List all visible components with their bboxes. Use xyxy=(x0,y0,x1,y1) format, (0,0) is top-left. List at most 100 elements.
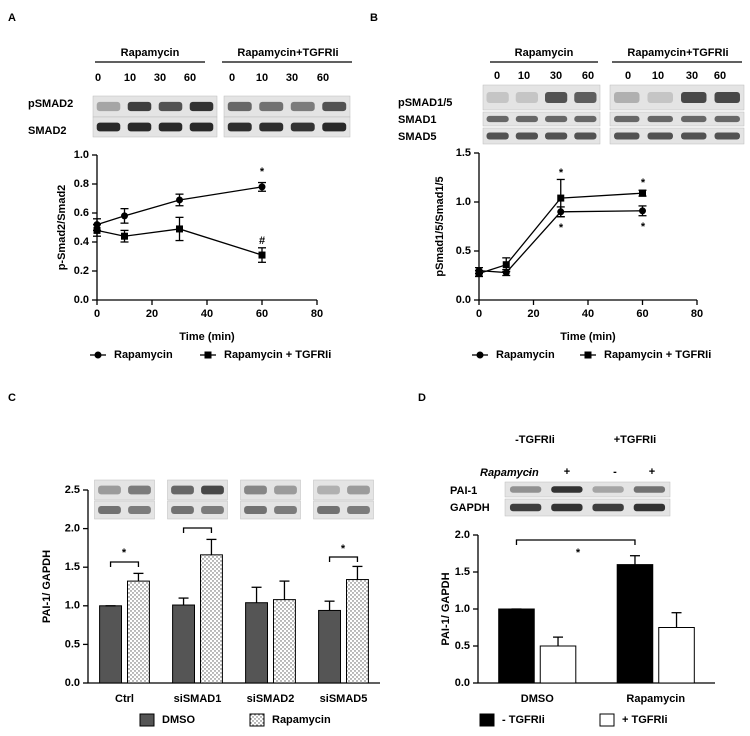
annotation: # xyxy=(259,235,265,247)
y-tick-label: 0.5 xyxy=(455,640,470,652)
blot-band xyxy=(201,506,224,514)
lane-label: 60 xyxy=(582,70,594,82)
blot-band xyxy=(551,486,583,493)
blot-row-label: SMAD5 xyxy=(398,131,437,143)
marker xyxy=(258,251,266,259)
blot-band xyxy=(681,92,707,103)
annotation: * xyxy=(260,166,265,178)
lane-label: 10 xyxy=(652,70,664,82)
blot-strip xyxy=(223,116,351,138)
blot-band xyxy=(317,485,340,495)
blot-band xyxy=(515,115,538,123)
bar xyxy=(99,605,122,684)
lane-label: 30 xyxy=(154,72,166,84)
series-line xyxy=(478,192,643,275)
lane-label: 0 xyxy=(229,72,235,84)
panel-letter: C xyxy=(8,392,16,404)
lane-label: 10 xyxy=(518,70,530,82)
blot-band xyxy=(551,503,583,512)
blot-band xyxy=(171,506,194,514)
lane-label: 60 xyxy=(317,72,329,84)
x-tick-label: 80 xyxy=(311,308,323,320)
blot-strip xyxy=(504,498,671,517)
blot-band xyxy=(290,122,315,132)
marker xyxy=(475,270,483,278)
annotation: * xyxy=(641,221,646,233)
y-tick-label: 2.5 xyxy=(65,484,80,496)
marker xyxy=(258,183,266,191)
blot-band xyxy=(614,115,640,123)
y-tick-label: 0.0 xyxy=(74,294,89,306)
blot-group-label: Rapamycin xyxy=(515,47,574,59)
blot-group-label: Rapamycin xyxy=(121,47,180,59)
legend-marker xyxy=(476,351,484,359)
blot-band xyxy=(227,101,252,112)
blot-band xyxy=(574,132,597,140)
marker xyxy=(121,232,128,240)
x-tick-label: 60 xyxy=(256,308,268,320)
panel-letter: B xyxy=(370,12,378,24)
legend-marker xyxy=(204,351,212,359)
annotation: * xyxy=(559,167,564,179)
x-tick-label: Rapamycin xyxy=(626,693,685,705)
legend-label: Rapamycin + TGFRIi xyxy=(224,349,331,361)
legend-label: Rapamycin xyxy=(114,349,173,361)
lane-label: 30 xyxy=(286,72,298,84)
bar xyxy=(616,564,654,684)
y-tick-label: 1.0 xyxy=(65,600,80,612)
blot-strip xyxy=(240,479,301,501)
legend-swatch xyxy=(249,713,265,727)
y-axis-title: pSmad1/5/Smad1/5 xyxy=(434,176,446,276)
marker xyxy=(176,196,183,204)
legend-label: Rapamycin xyxy=(272,714,331,726)
blot-band xyxy=(347,485,370,495)
x-tick-label: 40 xyxy=(582,308,594,320)
blot-group-label: Rapamycin+TGFRIi xyxy=(627,47,728,59)
x-tick-label: 0 xyxy=(94,308,100,320)
y-tick-label: 2.0 xyxy=(455,529,470,541)
y-tick-label: 1.5 xyxy=(455,566,470,578)
blot-strip xyxy=(482,127,601,145)
blot-strip xyxy=(482,111,601,127)
blot-band xyxy=(574,92,597,103)
lane-label: 0 xyxy=(625,70,631,82)
blot-strip xyxy=(92,116,218,138)
blot-band xyxy=(681,132,707,140)
blot-band xyxy=(714,115,740,123)
x-tick-label: siSMAD1 xyxy=(174,693,222,705)
y-axis-title: PAI-1/ GAPDH xyxy=(440,572,452,645)
blot-band xyxy=(127,122,152,132)
blot-band xyxy=(227,122,252,132)
blot-band xyxy=(322,122,347,132)
blot-band xyxy=(633,503,666,512)
y-tick-label: 0.0 xyxy=(456,294,471,306)
lane-label: 30 xyxy=(686,70,698,82)
lane-label: 60 xyxy=(714,70,726,82)
blot-group-label: -TGFRIi xyxy=(515,434,555,446)
blot-sign: - xyxy=(613,466,617,478)
x-tick-label: DMSO xyxy=(521,693,554,705)
blot-band xyxy=(128,485,151,495)
legend-label: + TGFRIi xyxy=(622,714,668,726)
blot-band xyxy=(486,115,509,123)
blot-band xyxy=(98,485,121,495)
significance-bracket xyxy=(109,561,140,567)
lane-label: 10 xyxy=(124,72,136,84)
legend-marker xyxy=(584,351,592,359)
blot-band xyxy=(128,506,151,514)
blot-strip xyxy=(609,111,745,127)
blot-sign: + xyxy=(564,466,570,478)
blot-row-label: PAI-1 xyxy=(450,485,477,497)
y-tick-label: 0.5 xyxy=(65,638,80,650)
y-tick-label: 1.5 xyxy=(456,147,471,159)
annotation: * xyxy=(122,547,127,559)
blot-band xyxy=(274,485,297,495)
y-tick-label: 0.0 xyxy=(65,677,80,689)
annotation: * xyxy=(341,543,346,555)
blot-band xyxy=(486,132,509,140)
marker xyxy=(502,269,510,277)
blot-band xyxy=(274,506,297,514)
bar xyxy=(539,645,577,684)
annotation: * xyxy=(641,177,646,189)
blot-group-label: +TGFRIi xyxy=(614,434,656,446)
